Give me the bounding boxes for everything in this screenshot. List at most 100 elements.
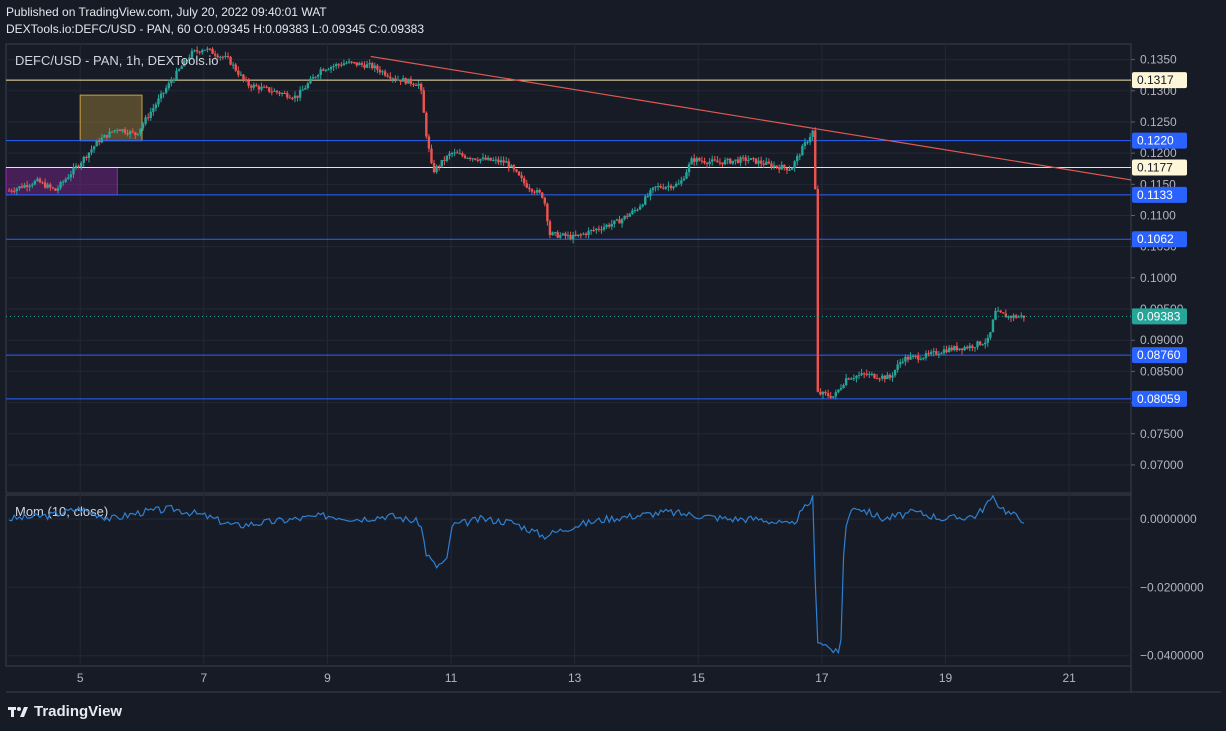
candle-body [162, 92, 165, 94]
time-tick-label: 15 [692, 671, 706, 685]
level-price-label: 0.1220 [1137, 134, 1174, 148]
candle-body [358, 63, 361, 66]
candle-body [108, 131, 111, 138]
candle-body [103, 134, 106, 138]
candle-body [474, 158, 477, 160]
candle-body [592, 230, 595, 232]
candle-body [306, 83, 310, 89]
candle-body [641, 204, 644, 207]
candle-body [435, 166, 438, 173]
candle-body [10, 190, 13, 192]
candle-body [507, 161, 510, 168]
candle-body [646, 196, 650, 198]
candle-body [826, 393, 830, 396]
level-price-label-bg [1132, 186, 1187, 203]
candle-body [309, 78, 312, 84]
candle-body [953, 346, 956, 351]
candle-body [682, 178, 686, 181]
candle-body [862, 373, 866, 375]
candle-body [633, 210, 637, 212]
candle-body [595, 228, 598, 231]
candle-body [801, 146, 804, 156]
candle-body [61, 181, 65, 183]
candle-body [412, 83, 415, 85]
candle-body [780, 164, 783, 170]
candle-body [463, 155, 467, 158]
candle-body [510, 165, 513, 168]
candle-body [806, 141, 809, 143]
candle-body [785, 167, 789, 171]
candle-body [180, 66, 183, 69]
candle-body [128, 131, 132, 135]
candle-body [286, 93, 289, 98]
candle-body [273, 90, 276, 92]
candle-body [72, 167, 75, 175]
candle-body [561, 233, 565, 236]
candle-body [481, 157, 485, 159]
candle-body [7, 190, 11, 192]
time-tick-label: 5 [77, 671, 84, 685]
candle-body [620, 219, 624, 224]
candle-body [741, 157, 745, 159]
candle-body [881, 375, 884, 379]
candle-body [893, 369, 897, 376]
time-tick-label: 11 [445, 671, 458, 685]
candle-body [504, 161, 508, 163]
candle-body [811, 130, 814, 137]
candle-body [123, 129, 127, 133]
candle-body [873, 373, 876, 379]
candle-body [759, 160, 763, 164]
candle-body [291, 98, 294, 100]
candle-body [546, 203, 549, 222]
tradingview-logo-icon [8, 706, 28, 717]
candle-body [365, 64, 369, 68]
candle-body [31, 184, 34, 186]
price-tick-label: 0.08500 [1140, 364, 1184, 378]
candle-body [749, 158, 753, 160]
candle-body [705, 162, 709, 164]
candle-body [443, 159, 446, 161]
candle-body [224, 56, 227, 58]
candle-body [589, 230, 593, 232]
candle-body [280, 92, 284, 94]
price-tick-label: 0.1200 [1140, 146, 1177, 160]
candle-body [700, 160, 704, 162]
candle-body [896, 364, 899, 370]
candle-body [456, 152, 459, 154]
candle-body [1020, 315, 1023, 317]
candle-body [131, 131, 134, 133]
candle-body [834, 392, 838, 397]
candle-body [216, 55, 219, 58]
candle-body [698, 158, 701, 161]
candle-body [708, 161, 711, 164]
candle-body [419, 83, 423, 91]
candle-body [602, 226, 606, 230]
candle-body [711, 159, 714, 162]
candle-body [587, 230, 590, 236]
price-tick-label: 0.09000 [1140, 333, 1184, 347]
orange-zone-box [79, 94, 143, 142]
candle-body [512, 165, 516, 170]
candle-body [381, 71, 384, 73]
candle-body [438, 166, 441, 168]
candle-body [819, 391, 822, 395]
candle-body [729, 158, 732, 164]
candle-body [747, 159, 750, 161]
candle-body [255, 84, 258, 87]
candle-body [623, 215, 626, 220]
candle-body [636, 209, 639, 211]
candle-body [234, 64, 237, 71]
candle-body [994, 310, 997, 320]
candle-body [126, 132, 129, 135]
price-tick-label: 0.07000 [1140, 458, 1184, 472]
candle-body [43, 182, 47, 188]
candle-body [242, 74, 245, 80]
candle-body [875, 378, 879, 380]
candle-body [965, 347, 969, 349]
candle-body [159, 93, 163, 99]
candle-body [301, 89, 304, 91]
candle-body [909, 356, 912, 360]
candle-body [80, 162, 83, 167]
candle-body [564, 233, 567, 237]
